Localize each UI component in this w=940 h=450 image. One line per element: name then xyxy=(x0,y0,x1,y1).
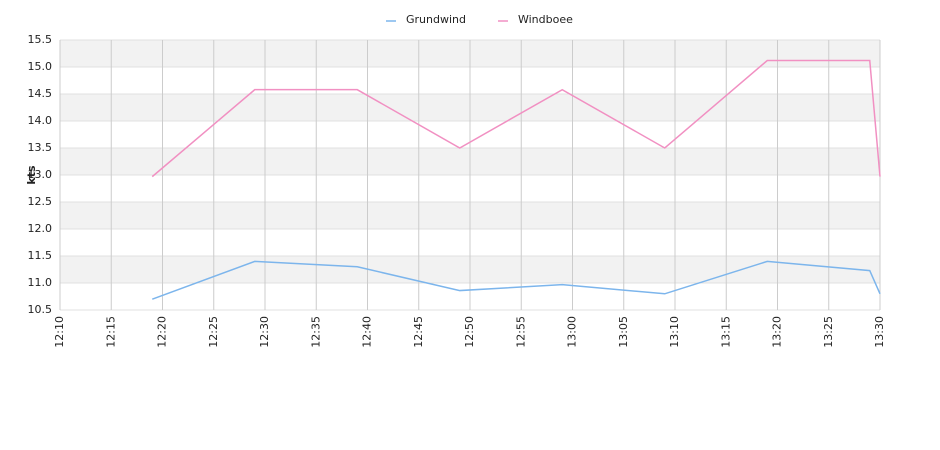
x-tick-label: 13:10 xyxy=(668,316,681,348)
y-tick-label: 10.5 xyxy=(28,303,53,316)
x-tick-label: 12:15 xyxy=(104,316,117,348)
y-tick-label: 11.0 xyxy=(28,276,53,289)
y-tick-label: 11.5 xyxy=(28,249,53,262)
x-tick-label: 13:05 xyxy=(617,316,630,348)
x-tick-label: 12:30 xyxy=(258,316,271,348)
x-tick-label: 12:45 xyxy=(412,316,425,348)
y-tick-label: 13.0 xyxy=(28,168,53,181)
legend-label: Grundwind xyxy=(406,13,466,26)
x-tick-label: 12:40 xyxy=(361,316,374,348)
x-tick-label: 13:20 xyxy=(771,316,784,348)
x-tick-label: 13:00 xyxy=(566,316,579,348)
x-tick-label: 13:30 xyxy=(873,316,886,348)
x-tick-label: 12:10 xyxy=(53,316,66,348)
legend-label: Windboee xyxy=(518,13,573,26)
legend: Grundwind Windboee xyxy=(386,13,573,26)
series-line xyxy=(151,260,881,300)
y-tick-label: 14.0 xyxy=(28,114,53,127)
y-axis-label: kts xyxy=(25,165,38,185)
y-tick-label: 15.0 xyxy=(28,60,53,73)
y-tick-label: 12.0 xyxy=(28,222,53,235)
x-tick-label: 13:15 xyxy=(719,316,732,348)
y-tick-label: 15.5 xyxy=(28,33,53,46)
x-tick-label: 12:55 xyxy=(514,316,527,348)
y-tick-label: 14.5 xyxy=(28,87,53,100)
x-tick-label: 12:25 xyxy=(207,316,220,348)
x-tick-label: 12:50 xyxy=(463,316,476,348)
y-tick-label: 12.5 xyxy=(28,195,53,208)
x-tick-label: 12:35 xyxy=(309,316,322,348)
x-tick-label: 12:20 xyxy=(156,316,169,348)
y-tick-label: 13.5 xyxy=(28,141,53,154)
series-line xyxy=(151,59,881,178)
x-tick-label: 13:25 xyxy=(822,316,835,348)
